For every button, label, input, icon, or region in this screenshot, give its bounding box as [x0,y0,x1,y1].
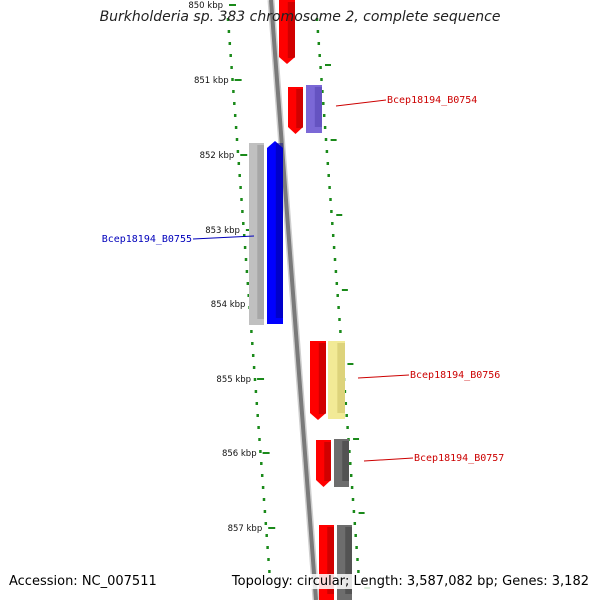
gene-leader-line [357,374,410,379]
gene-label[interactable]: Bcep18194_B0754 [387,95,477,106]
topology-summary: Topology: circular; Length: 3,587,082 bp… [229,574,591,589]
kbp-ticks-layer: 850 kbp 851 kbp 852 kbp 853 kbp 854 kbp 855 k… [188,1,371,589]
gene-label[interactable]: Bcep18194_B0756 [410,370,500,381]
tick-label: 855 kbp [216,375,251,385]
gene-labels-layer: Bcep18194_B0754 Bcep18194_B0755 Bcep18194_… [102,95,505,464]
tick-label: 856 kbp [222,449,257,459]
cog-box-b0757[interactable] [334,439,349,487]
gene-leader-line [363,457,414,462]
cog-box-b0756[interactable] [328,341,345,419]
tick-label: 854 kbp [211,300,246,310]
tick-label: 850 kbp [188,1,223,11]
gene-arrow-b0756[interactable] [310,341,326,420]
tick-label: 853 kbp [205,226,240,236]
accession-text: Accession: NC_007511 [9,574,157,589]
gene-arrow-b0757[interactable] [316,440,331,487]
tick-dots-layer [226,18,360,573]
cog-box-b0754[interactable] [306,85,322,133]
genome-backbone-core [269,0,318,600]
gene-leader-line [192,235,255,240]
gene-arrow-b0755[interactable] [267,141,283,324]
map-title: Burkholderia sp. 383 chromosome 2, compl… [99,9,501,25]
cog-box-b0755[interactable] [249,143,264,325]
gene-label[interactable]: Bcep18194_B0757 [414,453,504,464]
gene-arrow-b0754[interactable] [288,87,303,134]
gene-leader-line [335,99,387,107]
gene-label[interactable]: Bcep18194_B0755 [102,234,192,245]
tick-label: 852 kbp [200,151,235,161]
tick-label: 851 kbp [194,76,229,86]
tick-label: 857 kbp [228,524,263,534]
gene-arrow-top[interactable] [279,0,295,64]
